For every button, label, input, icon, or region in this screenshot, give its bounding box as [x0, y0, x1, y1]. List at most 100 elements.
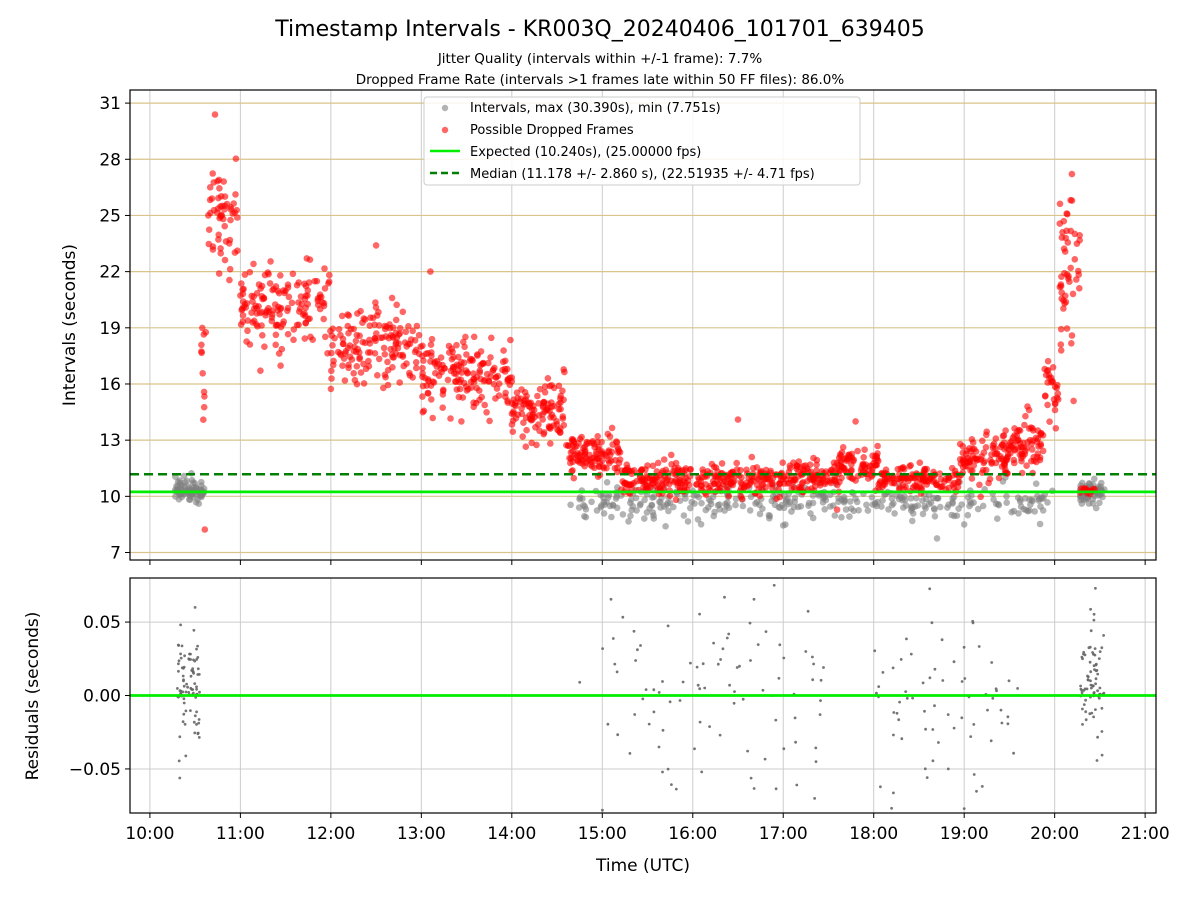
- residual-point: [1094, 586, 1097, 590]
- x-tick-label: 14:00: [487, 824, 536, 844]
- dropped-frame-point: [646, 474, 653, 482]
- residual-point: [728, 683, 731, 687]
- residual-point: [647, 722, 651, 726]
- residual-point: [693, 747, 696, 751]
- dropped-frame-point: [221, 222, 228, 230]
- dropped-frame-point: [999, 441, 1006, 449]
- dropped-frame-point: [281, 289, 288, 297]
- dropped-frame-point: [429, 378, 437, 386]
- residual-point: [1096, 689, 1099, 693]
- residual-point: [909, 652, 913, 656]
- dropped-frame-point: [459, 394, 467, 401]
- dropped-frame-point: [891, 480, 898, 487]
- dropped-frame-point: [335, 325, 343, 333]
- x-tick-label: 18:00: [849, 824, 898, 844]
- dropped-frame-point: [447, 415, 454, 422]
- dropped-frame-point: [544, 375, 552, 382]
- residual-point: [628, 752, 632, 755]
- dropped-frame-point: [579, 460, 586, 467]
- residual-point: [1092, 618, 1096, 622]
- interval-point: [794, 503, 802, 511]
- dropped-frame-point: [246, 268, 254, 276]
- dropped-frame-point: [420, 407, 428, 415]
- dropped-frame-point: [331, 334, 338, 342]
- residual-point: [1000, 721, 1004, 725]
- interval-point: [633, 507, 640, 514]
- residual-point: [179, 689, 183, 693]
- residual-point: [794, 740, 797, 744]
- dropped-frame-point: [453, 341, 460, 349]
- residual-point: [994, 687, 998, 691]
- residual-point: [198, 690, 201, 694]
- dropped-frame-point: [495, 380, 503, 388]
- x-tick-label: 21:00: [1121, 824, 1170, 844]
- dropped-frame-point: [1056, 200, 1064, 208]
- dropped-frame-point: [480, 377, 488, 385]
- dropped-frame-point: [865, 475, 872, 482]
- interval-point: [1096, 499, 1103, 507]
- dropped-frame-point: [1057, 281, 1065, 288]
- interval-point: [786, 499, 794, 506]
- dropped-frame-point: [973, 457, 980, 464]
- dropped-frame-point: [854, 447, 861, 455]
- dropped-frame-point: [769, 474, 777, 482]
- dropped-frame-point: [485, 359, 492, 367]
- dropped-frame-point: [396, 351, 404, 359]
- dropped-frame-point: [967, 467, 974, 474]
- interval-point: [931, 513, 939, 520]
- interval-point: [641, 515, 648, 522]
- dropped-frame-point: [776, 480, 783, 487]
- intervals-x-ticks: [149, 560, 1146, 565]
- residual-point: [986, 708, 989, 712]
- dropped-frame-point: [500, 347, 507, 354]
- interval-point: [670, 503, 677, 511]
- residual-point: [193, 682, 197, 685]
- dropped-frame-point: [659, 467, 667, 475]
- dropped-frame-point: [623, 480, 630, 488]
- intervals-panel: 7 10 13 16 19 22 25 28 31 Intervals (seconds) In…: [60, 89, 1157, 565]
- dropped-frame-point: [298, 300, 306, 308]
- dropped-frame-point: [1011, 459, 1018, 467]
- dropped-frame-point: [983, 428, 990, 436]
- dropped-frame-point: [261, 343, 268, 351]
- interval-point: [933, 535, 941, 542]
- x-tick-label: 20:00: [1030, 824, 1079, 844]
- dropped-frame-point: [448, 345, 456, 353]
- residual-point: [177, 659, 181, 663]
- dropped-frame-point: [921, 466, 928, 473]
- interval-point: [739, 502, 747, 510]
- residual-point: [749, 776, 753, 780]
- dropped-frame-point: [599, 463, 607, 470]
- dropped-frame-point: [384, 358, 391, 366]
- residual-point: [941, 679, 945, 682]
- dropped-frame-point: [623, 461, 631, 469]
- dropped-frame-point: [217, 245, 224, 252]
- dropped-frame-point: [270, 285, 278, 293]
- interval-point: [180, 472, 188, 480]
- dropped-frame-point: [849, 475, 857, 483]
- dropped-frame-point: [341, 377, 349, 384]
- dropped-frame-point: [874, 442, 881, 450]
- residual-point: [633, 713, 637, 716]
- interval-point: [838, 514, 845, 521]
- dropped-frame-point: [576, 435, 584, 443]
- dropped-frame-point: [205, 226, 213, 233]
- residual-point: [188, 652, 191, 656]
- interval-point: [186, 496, 193, 503]
- dropped-frame-point: [969, 452, 976, 460]
- dropped-frame-point: [353, 363, 361, 370]
- dropped-frame-point: [502, 357, 509, 365]
- residual-point: [1089, 679, 1092, 683]
- dropped-frame-point: [847, 467, 855, 475]
- interval-point: [919, 510, 927, 518]
- dropped-frame-point: [567, 459, 574, 467]
- dropped-frame-point: [881, 475, 889, 483]
- dropped-frame-point: [1000, 432, 1008, 439]
- residual-point: [178, 735, 182, 739]
- residual-point: [782, 747, 786, 751]
- residual-point: [991, 696, 995, 700]
- residual-point: [719, 658, 722, 661]
- residual-point: [741, 697, 745, 701]
- x-tick-label: 13:00: [397, 824, 446, 844]
- dropped-frame-point: [1058, 289, 1065, 296]
